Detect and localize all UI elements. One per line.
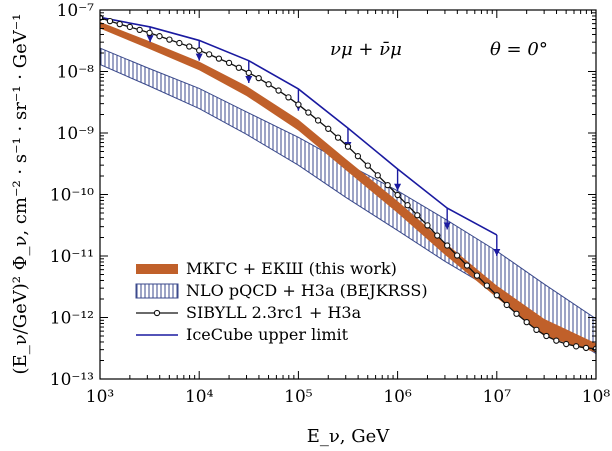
sibyll-point-28 bbox=[374, 172, 381, 179]
sibyll-point-39 bbox=[483, 282, 491, 289]
sibyll-point-47 bbox=[563, 340, 570, 348]
sibyll-point-32 bbox=[414, 212, 421, 219]
y-axis-label: (E_ν/GeV)² Φ_ν, cm⁻² · s⁻¹ · sr⁻¹ · GeV⁻… bbox=[10, 14, 31, 375]
icecube-arrowhead-0 bbox=[146, 35, 154, 43]
sibyll-point-11 bbox=[206, 51, 213, 58]
sibyll-point-21 bbox=[305, 109, 312, 116]
icecube-arrowhead-6 bbox=[443, 222, 451, 230]
sibyll-point-46 bbox=[553, 337, 560, 344]
icecube-arrowhead-2 bbox=[245, 76, 253, 84]
y-tick-label: 10⁻¹² bbox=[50, 309, 94, 329]
angle-annotation: θ = 0° bbox=[490, 39, 548, 60]
sibyll-point-13 bbox=[225, 59, 233, 67]
sibyll-point-30 bbox=[394, 191, 401, 199]
sibyll-point-27 bbox=[364, 162, 371, 169]
sibyll-point-42 bbox=[513, 310, 520, 317]
sibyll-point-10 bbox=[196, 47, 203, 54]
sibyll-point-35 bbox=[444, 242, 451, 249]
x-tick-label: 10⁷ bbox=[483, 387, 512, 407]
sibyll-point-41 bbox=[503, 301, 510, 309]
sibyll-point-36 bbox=[453, 252, 461, 259]
y-tick-label: 10⁻¹³ bbox=[50, 370, 94, 390]
y-tick-label: 10⁻¹⁰ bbox=[50, 186, 94, 206]
sibyll-point-22 bbox=[314, 117, 322, 124]
x-tick-label: 10³ bbox=[86, 387, 114, 407]
legend-label: SIBYLL 2.3rc1 + H3a bbox=[186, 303, 362, 322]
sibyll-point-15 bbox=[245, 69, 252, 77]
sibyll-point-26 bbox=[354, 153, 362, 160]
sibyll-point-9 bbox=[186, 43, 193, 50]
sibyll-point-1 bbox=[106, 17, 114, 25]
icecube-arrowhead-7 bbox=[493, 249, 501, 256]
sibyll-point-29 bbox=[384, 181, 391, 189]
nlo-pqcd-band bbox=[100, 47, 596, 355]
sibyll-point-18 bbox=[275, 87, 282, 94]
x-tick-label: 10⁵ bbox=[284, 387, 313, 407]
flavor-annotation: νμ + ν̄μ bbox=[330, 39, 402, 60]
y-tick-label: 10⁻⁹ bbox=[57, 124, 95, 144]
sibyll-point-12 bbox=[215, 55, 223, 62]
sibyll-point-24 bbox=[334, 134, 342, 141]
tick-layer: 10³ 10⁴ 10⁵ 10⁶ 10⁷ 10⁸ 10⁻¹³ 10⁻¹² 10⁻¹¹ 10⁻¹⁰ 10… bbox=[50, 1, 611, 407]
icecube-arrowhead-1 bbox=[195, 53, 203, 61]
sibyll-point-5 bbox=[146, 29, 153, 37]
sibyll-point-34 bbox=[434, 232, 441, 239]
x-axis-label: E_ν, GeV bbox=[307, 426, 391, 447]
x-tick-label: 10⁴ bbox=[185, 387, 214, 407]
legend-label: МКГС + ЕКШ (this work) bbox=[186, 259, 397, 278]
sibyll-point-31 bbox=[404, 202, 411, 209]
sibyll-point-44 bbox=[533, 326, 540, 333]
x-tick-label: 10⁸ bbox=[582, 387, 611, 407]
legend: МКГС + ЕКШ (this work) NLO pQCD + H3a (BE… bbox=[135, 259, 428, 344]
y-tick-label: 10⁻⁸ bbox=[57, 63, 95, 83]
sibyll-point-48 bbox=[573, 343, 580, 350]
sibyll-point-16 bbox=[255, 74, 262, 82]
line-layer bbox=[100, 14, 596, 352]
x-tick-label: 10⁶ bbox=[383, 387, 412, 407]
sibyll-point-38 bbox=[473, 272, 481, 279]
sibyll-point-37 bbox=[463, 262, 471, 269]
sibyll-point-14 bbox=[235, 64, 242, 71]
sibyll-point-40 bbox=[493, 292, 500, 299]
legend-swatch-sibyll-marker bbox=[153, 309, 161, 317]
sibyll-point-8 bbox=[176, 39, 183, 47]
sibyll-point-49 bbox=[582, 344, 590, 352]
legend-swatch-nlo bbox=[135, 283, 179, 299]
sibyll-point-2 bbox=[116, 20, 123, 28]
sibyll-point-6 bbox=[156, 33, 163, 40]
legend-label: IceCube upper limit bbox=[186, 325, 349, 344]
sibyll-point-20 bbox=[295, 101, 302, 108]
icecube-arrowhead-5 bbox=[394, 183, 402, 191]
sibyll-point-23 bbox=[325, 125, 332, 132]
sibyll-point-19 bbox=[285, 94, 292, 101]
legend-swatch-mkgs bbox=[136, 264, 178, 274]
y-tick-label: 10⁻¹¹ bbox=[50, 247, 94, 267]
sibyll-point-45 bbox=[543, 332, 550, 340]
sibyll-point-17 bbox=[265, 81, 272, 88]
y-tick-label: 10⁻⁷ bbox=[57, 1, 95, 21]
sibyll-point-43 bbox=[523, 319, 530, 326]
sibyll-point-3 bbox=[126, 23, 134, 31]
legend-label: NLO pQCD + H3a (BEJKRSS) bbox=[186, 281, 428, 300]
sibyll-point-4 bbox=[136, 26, 143, 34]
sibyll-point-33 bbox=[424, 222, 431, 229]
sibyll-point-25 bbox=[344, 143, 352, 150]
sibyll-point-7 bbox=[166, 36, 173, 43]
